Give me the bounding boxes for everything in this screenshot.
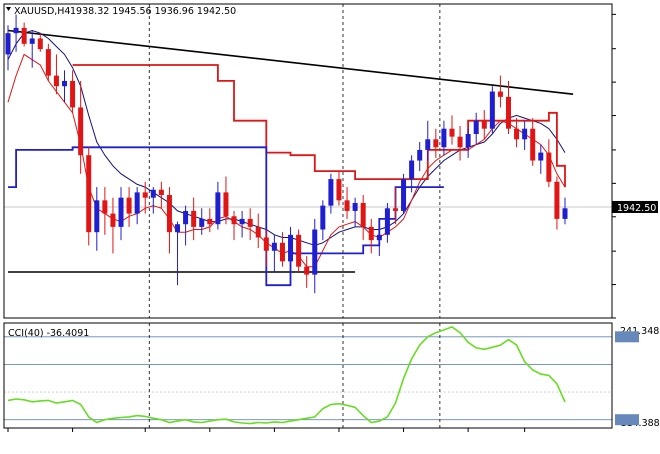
candle-body	[175, 224, 181, 233]
current-price-label: 1942.50	[617, 203, 656, 214]
candle-body	[392, 208, 398, 211]
candle-body	[296, 234, 302, 267]
candle-body	[223, 192, 229, 217]
candle-body	[336, 179, 342, 201]
ma-fast-line	[7, 53, 566, 268]
candle-body	[37, 38, 43, 50]
candle-body	[417, 149, 423, 161]
candle-body	[13, 27, 19, 34]
candle-body	[271, 242, 277, 251]
candle-body	[538, 152, 544, 161]
indicator-label: CCI(40) -36.4091	[8, 328, 89, 339]
candle-body	[231, 216, 237, 225]
candle-body	[320, 205, 326, 230]
stop-line-red	[72, 64, 566, 188]
main-panel-frame	[3, 3, 613, 319]
cci-level-badge	[615, 414, 639, 426]
candle-body	[255, 226, 261, 238]
candle-body	[207, 218, 213, 225]
candle-body	[239, 218, 245, 225]
indicator-axis	[615, 331, 639, 426]
candle-body	[62, 80, 68, 87]
candle-body	[191, 210, 197, 227]
candle-body	[514, 128, 520, 140]
candle-body	[328, 179, 334, 206]
candle-body	[183, 210, 189, 225]
candle-body	[425, 139, 431, 150]
triangle-down-icon[interactable]	[6, 7, 11, 11]
chart-header: XAUUSD,H4 1938.32 1945.56 1936.96 1942.5…	[6, 6, 236, 17]
candle-body	[134, 192, 140, 214]
trendline	[7, 29, 574, 95]
candle-body	[29, 38, 35, 44]
candle-body	[546, 152, 552, 182]
candle-body	[126, 197, 132, 214]
ma-slow-line	[7, 29, 566, 246]
indicator-panel-labels: CCI(40) -36.4091 241.3487 -114.3889	[8, 326, 660, 429]
candle-body	[53, 75, 59, 87]
current-price-tag: 1942.50	[612, 200, 658, 214]
candle-body	[562, 208, 568, 219]
indicator-max-label: 241.3487	[620, 326, 660, 337]
candle-body	[522, 128, 528, 140]
candle-body	[554, 181, 560, 219]
price-axis	[612, 13, 616, 319]
candle-body	[530, 128, 536, 161]
stop-line-blue	[8, 146, 444, 287]
candle-body	[150, 189, 156, 198]
candle-body	[489, 91, 495, 129]
indicator-panel-frame	[3, 322, 613, 429]
candle-body	[505, 96, 511, 129]
candle-body	[86, 155, 92, 233]
candle-body	[102, 200, 108, 214]
candle-body	[279, 242, 285, 262]
candle-body	[94, 200, 100, 233]
candle-body	[409, 160, 415, 180]
candle-body	[465, 134, 471, 148]
ohlc-label: 1938.32 1945.56 1936.96 1942.50	[70, 6, 236, 17]
candle-body	[401, 179, 407, 211]
candle-body	[376, 234, 382, 241]
candle-body	[473, 120, 479, 135]
candle-body	[352, 202, 358, 211]
candle-body	[368, 226, 374, 241]
candle-body	[304, 266, 310, 275]
candle-body	[288, 234, 294, 262]
candle-body	[457, 136, 463, 148]
cci-line	[7, 326, 566, 425]
current-price-box	[612, 200, 658, 213]
candle-body	[384, 208, 390, 235]
cci-level-badge	[615, 331, 639, 343]
time-axis	[7, 428, 526, 432]
candle-body	[5, 33, 11, 55]
candle-body	[312, 229, 318, 275]
candle-body	[441, 128, 447, 148]
candle-body	[45, 49, 51, 76]
candle-body	[433, 139, 439, 148]
candle-body	[199, 218, 205, 227]
candle-body	[142, 192, 148, 198]
candle-body	[497, 91, 503, 97]
candle-body	[158, 189, 164, 196]
candle-body	[247, 218, 253, 227]
candle-body	[21, 27, 27, 44]
candle-body	[118, 197, 124, 227]
symbol-label: XAUUSD,H4	[14, 6, 70, 17]
candle-body	[449, 128, 455, 137]
candle-body	[481, 120, 487, 129]
candle-body	[70, 80, 76, 108]
candle-body	[215, 192, 221, 225]
candle-body	[110, 213, 116, 227]
candle-body	[360, 202, 366, 227]
candle-body	[263, 237, 269, 251]
candle-body	[166, 195, 172, 233]
candle-body	[78, 107, 84, 156]
candle-body	[344, 200, 350, 211]
